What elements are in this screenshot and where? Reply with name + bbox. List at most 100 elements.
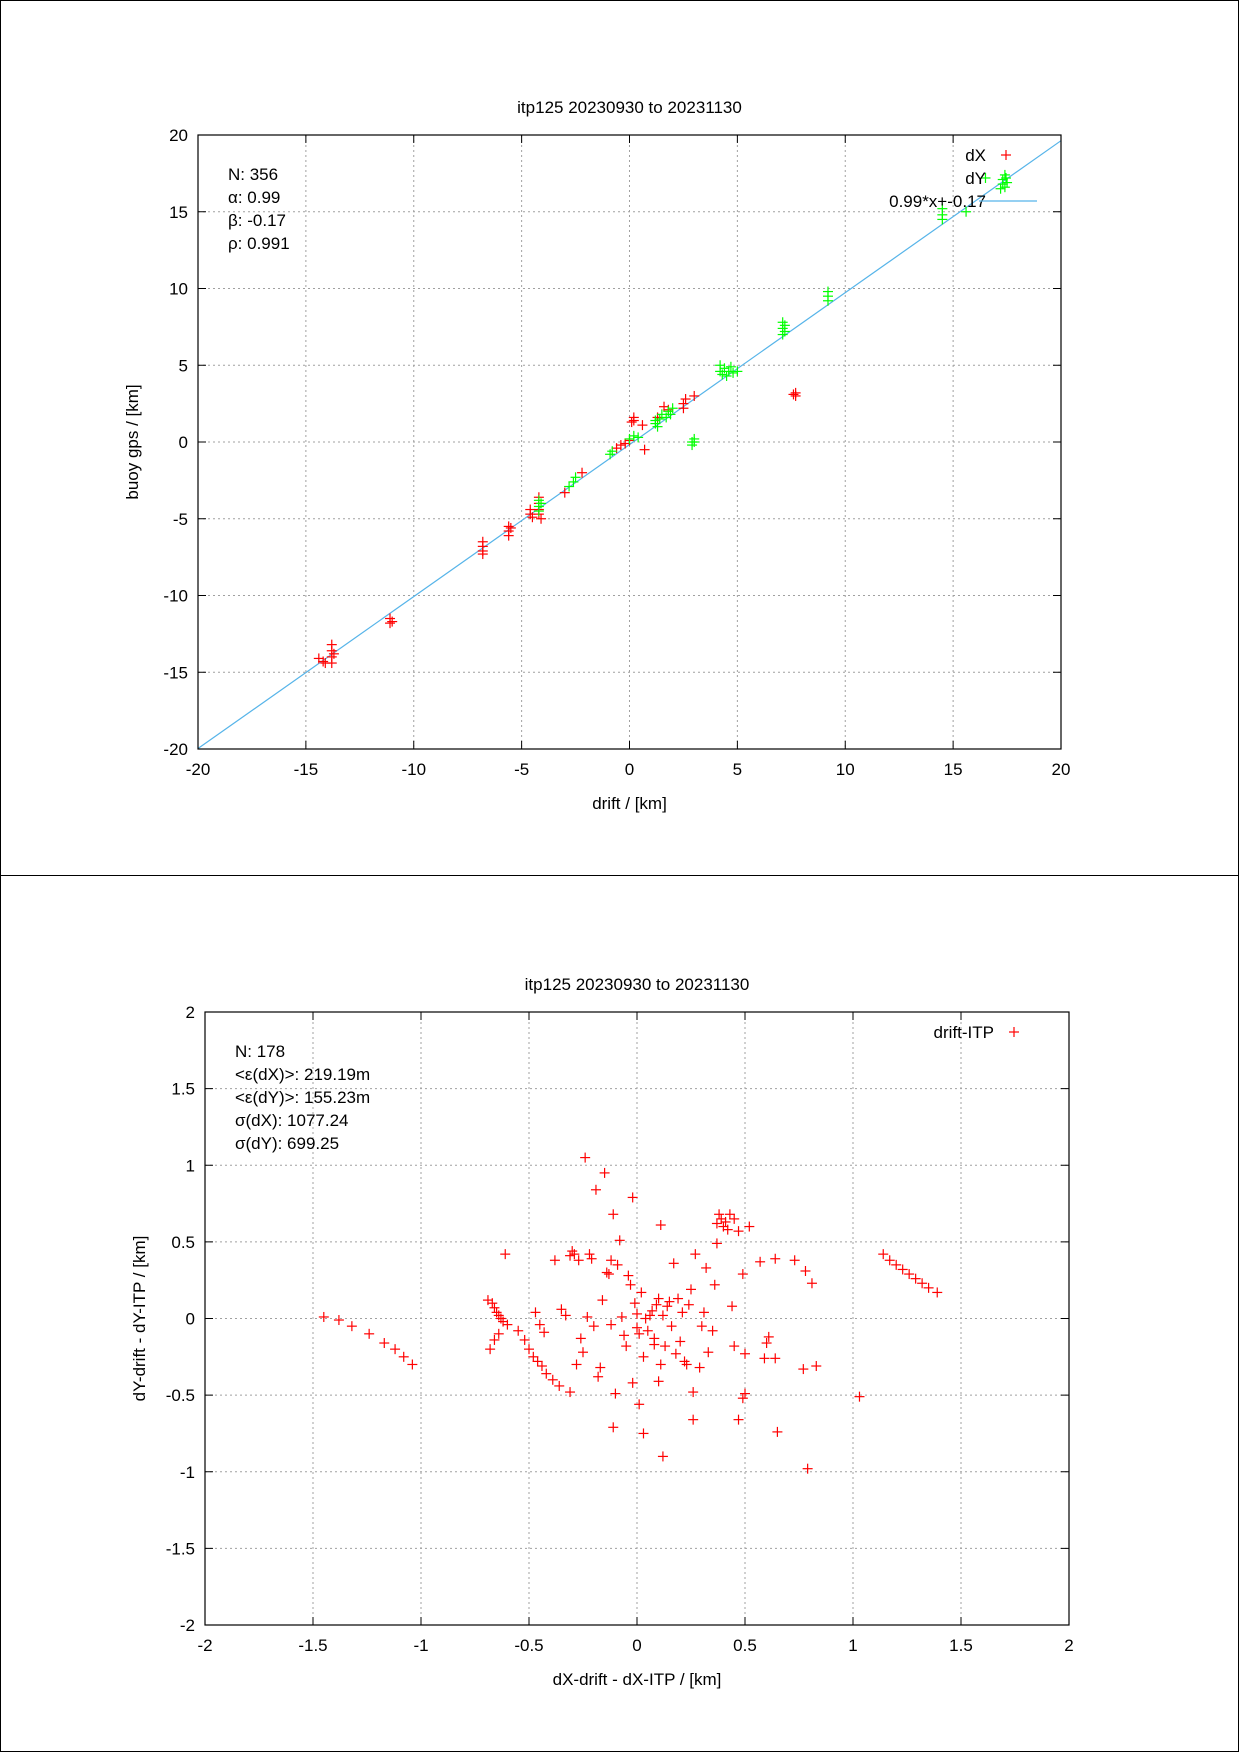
data-point [703, 1347, 714, 1358]
y-tick-label: -1.5 [166, 1539, 195, 1558]
stat-line: N: 356 [228, 165, 278, 184]
data-point [638, 1351, 649, 1362]
series-dY [533, 169, 1013, 517]
data-point [772, 1426, 783, 1437]
data-point [733, 1226, 744, 1237]
data-point [653, 1376, 664, 1387]
data-point [688, 1414, 699, 1425]
data-point [619, 1330, 630, 1341]
data-point [615, 440, 626, 451]
data-point [729, 1341, 740, 1352]
data-point [744, 1221, 755, 1232]
y-tick-label: -0.5 [166, 1386, 195, 1405]
data-point [536, 498, 547, 509]
data-point [677, 1307, 688, 1318]
data-point [665, 409, 676, 420]
data-point [884, 1255, 895, 1266]
stat-line: α: 0.99 [228, 188, 280, 207]
y-tick-label: 1.5 [171, 1080, 195, 1099]
data-point [549, 1255, 560, 1266]
data-point [689, 437, 700, 447]
data-point [503, 530, 514, 541]
data-point [500, 1249, 511, 1260]
data-point [737, 1269, 748, 1280]
data-point [698, 1307, 709, 1318]
data-point [568, 476, 579, 487]
data-point [724, 1209, 735, 1220]
data-point [999, 182, 1010, 193]
data-point [346, 1321, 357, 1332]
data-point [387, 616, 398, 627]
data-point [639, 444, 650, 455]
data-point [638, 1428, 649, 1439]
data-point [694, 1362, 705, 1373]
data-point [917, 1278, 928, 1289]
data-point [573, 1255, 584, 1266]
data-point [709, 1279, 720, 1290]
data-point [580, 1152, 591, 1163]
data-point [904, 1269, 915, 1280]
data-point [328, 648, 339, 659]
data-point [728, 367, 739, 378]
data-point [318, 1311, 329, 1322]
data-point [790, 390, 801, 401]
data-point [675, 1336, 686, 1347]
data-point [652, 421, 663, 432]
data-point [502, 1319, 513, 1330]
data-point [493, 1328, 504, 1339]
data-point [578, 1347, 588, 1358]
data-point [625, 1279, 636, 1290]
stat-line: N: 178 [235, 1042, 285, 1061]
data-point [398, 1351, 409, 1362]
plot-frame [204, 1011, 1070, 1626]
data-point [385, 618, 396, 629]
data-point [740, 1388, 750, 1399]
data-point [689, 390, 700, 401]
data-point [390, 1344, 401, 1355]
y-tick-label: 20 [169, 126, 188, 145]
y-tick-label: -20 [163, 740, 188, 759]
data-point [597, 1295, 608, 1306]
stat-line: β: -0.17 [228, 211, 286, 230]
data-point [536, 513, 547, 524]
data-point [527, 512, 538, 523]
data-point [612, 1259, 623, 1270]
data-point [530, 1307, 541, 1318]
data-point [802, 1463, 813, 1474]
data-point [634, 1399, 645, 1410]
data-point [601, 1267, 612, 1278]
data-point [664, 1296, 675, 1307]
data-point [759, 1353, 770, 1364]
y-tick-label: 15 [169, 203, 188, 222]
data-point [487, 1298, 498, 1309]
data-point [608, 1209, 619, 1220]
data-point [800, 1265, 811, 1276]
data-point [1002, 177, 1013, 188]
y-tick-label: -1 [180, 1463, 195, 1482]
data-point [655, 1220, 666, 1231]
data-point [532, 1356, 543, 1367]
x-tick-label: 5 [733, 760, 742, 779]
data-point [628, 430, 639, 441]
x-tick-label: 15 [944, 760, 963, 779]
data-point [539, 1327, 550, 1338]
data-point [649, 1333, 660, 1344]
legend-label: dY [965, 169, 986, 188]
y-tick-label: 0.5 [171, 1233, 195, 1252]
data-point [995, 183, 1006, 194]
data-point [534, 1319, 545, 1330]
data-point [559, 487, 570, 498]
data-point [667, 403, 678, 414]
data-point [593, 1371, 604, 1382]
stat-line: <ε(dY)>: 155.23m [235, 1088, 370, 1107]
data-point [632, 1308, 642, 1319]
data-point [732, 366, 743, 377]
data-point [720, 1216, 731, 1227]
data-point [897, 1264, 908, 1275]
buoy-vs-drift-chart: -20 -15 -10 -5 0 5 10 15 20 -20 -15 -10 -5 0 5 10 15 20 it… [123, 98, 1071, 813]
data-point [599, 1167, 610, 1178]
data-point [806, 1278, 817, 1289]
data-point [798, 1364, 809, 1375]
data-point [878, 1249, 889, 1260]
x-tick-label: 20 [1052, 760, 1071, 779]
